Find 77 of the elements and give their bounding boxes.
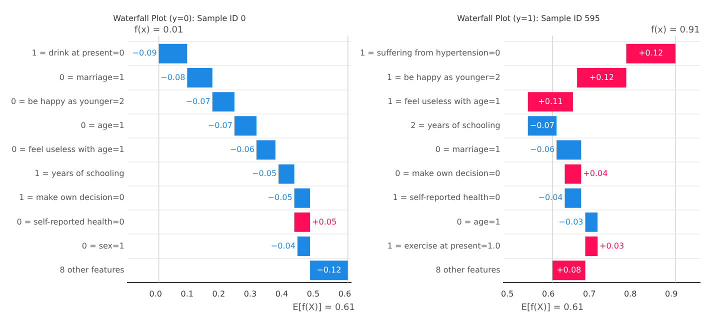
- data-label: −0.08: [160, 72, 186, 82]
- x-tick-label: 0.2: [212, 289, 226, 298]
- data-label: +0.12: [589, 72, 614, 82]
- data-label: +0.08: [556, 265, 582, 274]
- bar: [158, 44, 188, 64]
- y-tick-label: 8 other features: [60, 265, 124, 274]
- bar: [528, 92, 573, 112]
- data-label: −0.06: [230, 145, 254, 154]
- x-tick-label: 0.4: [275, 289, 288, 298]
- bar: [310, 260, 348, 280]
- y-tick-label: 0 = sex=1: [82, 241, 124, 250]
- ref-line-label: E[f(X)] = 0.61: [292, 302, 356, 313]
- bar: [278, 164, 294, 184]
- data-label: −0.07: [530, 120, 554, 130]
- data-label: +0.11: [538, 96, 563, 106]
- y-tick-label: 1 = feel useless with age=1: [388, 96, 500, 106]
- x-tick-label: 0.0: [149, 289, 162, 298]
- data-label: −0.05: [252, 169, 277, 178]
- y-tick-label: 1 = be happy as younger=2: [386, 72, 500, 82]
- bar: [564, 164, 582, 184]
- x-tick-label: 0.3: [244, 289, 257, 298]
- data-label: −0.03: [558, 217, 584, 226]
- y-tick-label: 1 = suffering from hypertension=0: [360, 48, 500, 58]
- x-tick-label: 0.1: [180, 289, 194, 298]
- bar: [577, 68, 626, 88]
- bar: [234, 116, 256, 136]
- y-tick-label: 1 = drink at present=0: [32, 48, 124, 58]
- chart-title: Waterfall Plot (y=1): Sample ID 595: [457, 14, 600, 23]
- y-tick-label: 1 = years of schooling: [34, 169, 124, 178]
- data-label: −0.05: [268, 193, 292, 202]
- bar: [212, 92, 234, 112]
- bar: [294, 212, 310, 232]
- data-label: −0.07: [208, 120, 232, 130]
- x-tick-label: 0.5: [501, 289, 514, 298]
- data-label: −0.09: [132, 48, 157, 58]
- data-label: +0.05: [312, 217, 337, 226]
- data-label: −0.04: [538, 193, 563, 202]
- y-tick-label: 1 = self-reported health=0: [392, 193, 500, 202]
- y-tick-label: 1 = make own decision=0: [19, 193, 124, 202]
- bar: [585, 236, 598, 256]
- y-tick-label: 2 = years of schooling: [410, 120, 500, 130]
- x-tick-label: 0.8: [624, 289, 637, 298]
- data-label: −0.04: [270, 241, 296, 250]
- y-tick-label: 0 = be happy as younger=2: [10, 96, 124, 106]
- y-tick-label: 0 = self-reported health=0: [16, 217, 124, 226]
- x-tick-label: 0.6: [542, 289, 555, 298]
- y-tick-label: 8 other features: [436, 265, 500, 274]
- bar: [564, 188, 582, 208]
- x-tick-label: 0.7: [582, 289, 596, 298]
- bar: [294, 188, 310, 208]
- bar: [585, 212, 598, 232]
- x-tick-label: 0.5: [306, 289, 320, 298]
- data-label: −0.06: [530, 145, 555, 154]
- data-label: −0.12: [316, 265, 342, 274]
- y-tick-label: 0 = age=1: [456, 217, 500, 226]
- bar: [256, 140, 276, 160]
- ref-line-label: f(x) = 0.91: [650, 25, 700, 36]
- x-tick-label: 0.6: [338, 289, 352, 298]
- bar: [528, 116, 557, 136]
- bar: [297, 236, 310, 256]
- y-tick-label: 0 = marriage=1: [435, 145, 500, 154]
- y-tick-label: 0 = age=1: [80, 120, 124, 130]
- chart-title: Waterfall Plot (y=0): Sample ID 0: [113, 14, 246, 23]
- data-label: +0.03: [600, 241, 624, 250]
- data-label: −0.07: [186, 96, 210, 106]
- y-tick-label: 0 = marriage=1: [59, 72, 124, 82]
- y-tick-label: 0 = feel useless with age=1: [12, 145, 124, 154]
- data-label: +0.12: [638, 48, 664, 58]
- x-tick-label: 0.9: [664, 289, 678, 298]
- bar: [626, 44, 676, 64]
- ref-line-label: f(x) = 0.01: [134, 25, 184, 36]
- bar: [187, 68, 212, 88]
- ref-line-label: E[f(X)] = 0.61: [521, 302, 584, 313]
- bar: [556, 140, 582, 160]
- data-label: +0.04: [583, 169, 608, 178]
- y-tick-label: 1 = exercise at present=1.0: [387, 241, 500, 250]
- y-tick-label: 0 = make own decision=0: [395, 169, 500, 178]
